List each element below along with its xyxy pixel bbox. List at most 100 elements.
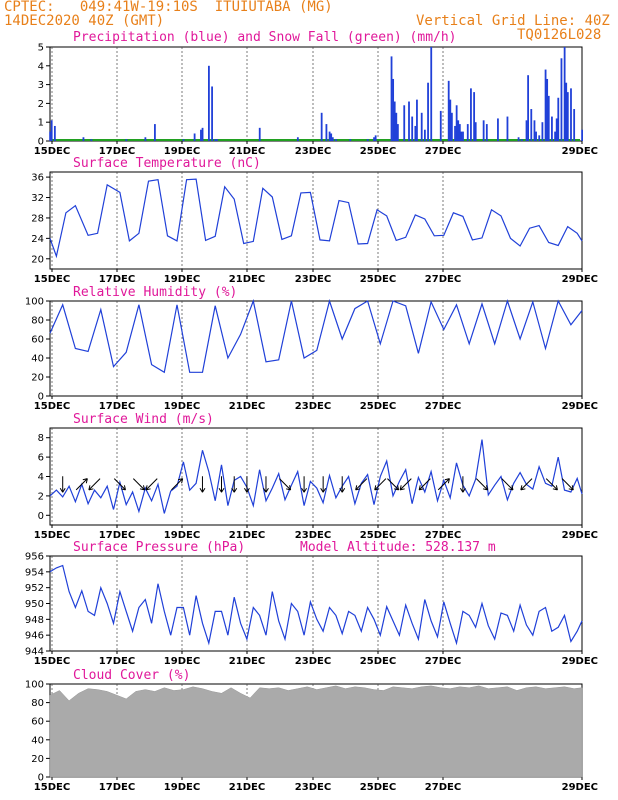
header-line2-left: 14DEC2020 40Z (GMT) xyxy=(4,13,165,29)
plot-frame xyxy=(49,171,583,270)
plot-frame xyxy=(49,427,583,526)
y-tick-label: 20 xyxy=(31,754,44,765)
y-tick-label: 3 xyxy=(38,80,44,91)
precip-bar xyxy=(427,82,429,141)
wind-arrow xyxy=(545,478,558,491)
precip-bar xyxy=(414,125,417,141)
precip-bar xyxy=(396,124,399,141)
precip-bar xyxy=(296,137,299,141)
precip-bar xyxy=(563,47,566,141)
x-tick-label: 27DEC xyxy=(425,656,461,667)
panel-3: Relative Humidity (%) 15DEC 17DEC 19DEC 21DE… xyxy=(25,285,598,412)
wind-arrow xyxy=(88,478,101,491)
x-tick-label: 23DEC xyxy=(295,146,331,157)
precip-bar xyxy=(547,95,550,141)
x-tick-label: 21DEC xyxy=(229,274,265,285)
precip-bar xyxy=(374,135,377,141)
precip-bar xyxy=(349,139,352,141)
precip-bar xyxy=(125,139,128,141)
wind-arrow xyxy=(355,478,368,491)
x-tick-label: 29DEC xyxy=(562,530,598,541)
plot-frame xyxy=(49,300,583,397)
panel-6: Cloud Cover (%) 15DEC 17DEC 19DEC 21DEC 23DEC… xyxy=(25,668,598,793)
precip-bar xyxy=(450,112,453,141)
precip-bar xyxy=(193,133,196,141)
precip-bar xyxy=(416,99,418,141)
wind-arrow-head xyxy=(482,485,489,491)
x-tick-label: 15DEC xyxy=(34,401,70,412)
precip-bar xyxy=(544,69,547,141)
precip-bar xyxy=(200,129,202,141)
panel-title: Cloud Cover (%) xyxy=(73,668,190,683)
precip-bar xyxy=(506,116,509,141)
wind-arrow-head xyxy=(177,478,184,484)
series-line xyxy=(49,439,583,514)
precip-bar xyxy=(482,120,485,141)
x-tick-label: 21DEC xyxy=(229,782,265,793)
wind-arrow-head xyxy=(199,487,206,493)
x-tick-label: 21DEC xyxy=(229,530,265,541)
precip-bar xyxy=(555,118,558,141)
x-tick-label: 27DEC xyxy=(425,782,461,793)
precip-bar xyxy=(430,47,433,141)
wind-arrow-head xyxy=(218,487,225,493)
precip-bar xyxy=(330,133,333,141)
precip-bar xyxy=(154,124,156,141)
wind-arrow-head xyxy=(263,487,269,493)
wind-arrow xyxy=(387,478,399,491)
y-tick-label: 4 xyxy=(38,472,44,483)
wind-arrow-head xyxy=(139,485,146,491)
precip-bar xyxy=(331,137,334,141)
x-tick-label: 15DEC xyxy=(34,782,70,793)
y-tick-label: 100 xyxy=(25,680,44,691)
wind-arrow xyxy=(75,478,88,491)
series-line xyxy=(49,298,583,374)
wind-arrow-head xyxy=(339,487,346,493)
wind-arrow-head xyxy=(393,485,400,491)
precip-bar xyxy=(551,116,553,141)
precip-bar xyxy=(49,131,51,141)
precip-bar xyxy=(50,120,53,141)
y-tick-label: 950 xyxy=(25,599,44,610)
x-tick-label: 25DEC xyxy=(360,146,396,157)
precip-bar xyxy=(403,105,406,141)
precip-bar xyxy=(395,112,398,141)
x-tick-label: 15DEC xyxy=(34,146,70,157)
precip-bar xyxy=(392,78,395,141)
x-tick-label: 27DEC xyxy=(425,274,461,285)
precip-bar xyxy=(447,80,450,141)
y-tick-label: 0 xyxy=(38,392,44,403)
precip-bar xyxy=(485,124,488,141)
wind-arrow-head xyxy=(82,478,88,484)
precip-bar xyxy=(258,127,261,141)
y-tick-label: 100 xyxy=(25,297,44,308)
wind-arrow-head xyxy=(285,485,292,491)
y-tick-label: 952 xyxy=(25,583,44,594)
y-tick-label: 28 xyxy=(31,213,44,224)
x-tick-label: 25DEC xyxy=(360,530,396,541)
wind-arrow-head xyxy=(355,485,361,491)
panel-title: Surface Wind (m/s) xyxy=(73,412,214,427)
y-tick-label: 1 xyxy=(38,118,44,129)
x-tick-label: 17DEC xyxy=(99,530,135,541)
wind-arrow-head xyxy=(231,487,238,493)
precip-bar xyxy=(474,122,477,141)
y-tick-label: 6 xyxy=(38,453,44,464)
y-tick-label: 80 xyxy=(31,316,44,327)
x-tick-label: 17DEC xyxy=(99,782,135,793)
wind-arrow xyxy=(113,478,126,491)
panel-title: Relative Humidity (%) xyxy=(73,285,237,300)
wind-arrow-head xyxy=(508,485,514,491)
wind-arrow-head xyxy=(459,487,466,493)
precip-bar xyxy=(557,97,560,141)
x-tick-label: 23DEC xyxy=(295,530,331,541)
precip-bar xyxy=(366,139,369,141)
x-tick-label: 17DEC xyxy=(99,274,135,285)
x-tick-label: 21DEC xyxy=(229,656,265,667)
wind-arrow-head xyxy=(301,487,308,493)
header-line2-right: Vertical Grid Line: 40Z xyxy=(416,13,610,29)
y-tick-label: 5 xyxy=(38,43,44,54)
wind-arrow xyxy=(561,478,574,491)
x-tick-label: 19DEC xyxy=(164,401,200,412)
precip-bar xyxy=(458,124,461,141)
